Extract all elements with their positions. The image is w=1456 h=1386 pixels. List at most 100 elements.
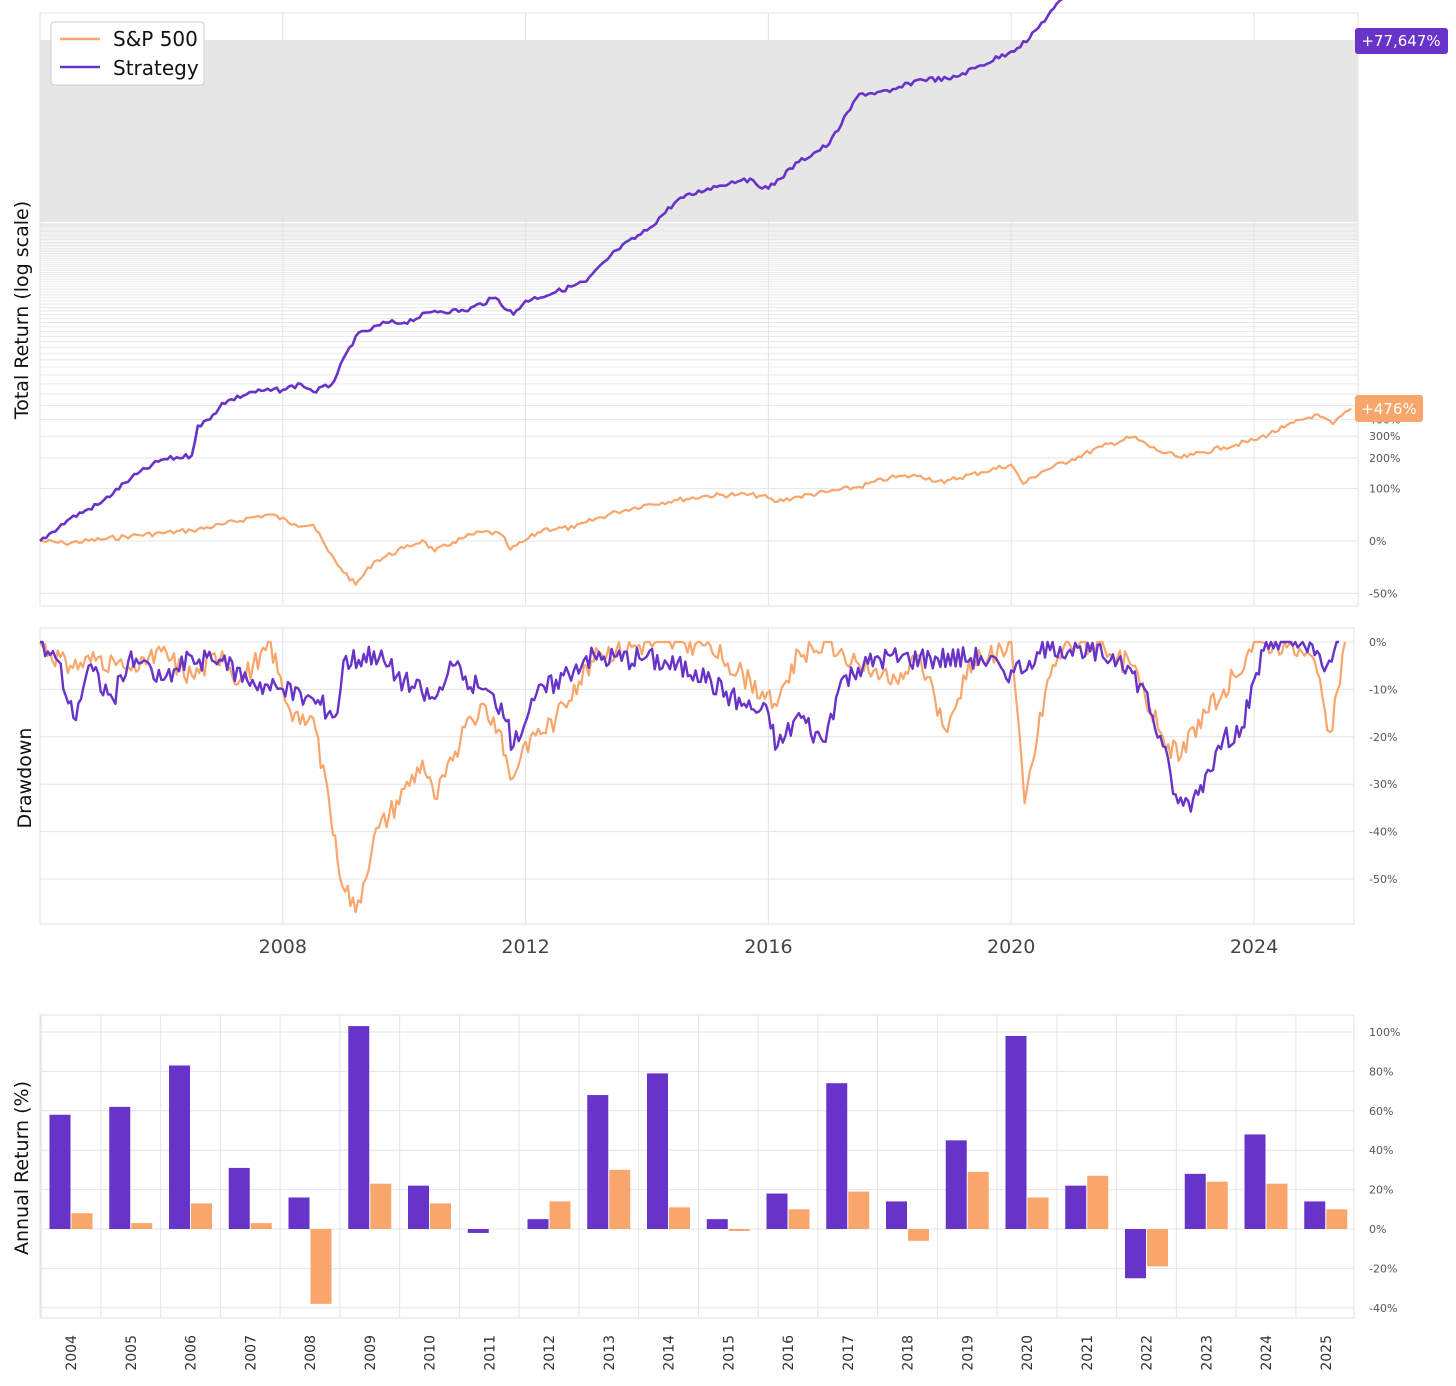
strategy-annual-bar bbox=[826, 1083, 848, 1229]
drawdown-y-tick-label: -30% bbox=[1369, 778, 1397, 791]
annual-return-bars bbox=[49, 1026, 1348, 1304]
sp500-annual-bar bbox=[1087, 1175, 1109, 1229]
total-return-panel: -50%0%100%200%300%400% Total Return (log… bbox=[11, 0, 1448, 607]
year-tick-label: 2005 bbox=[124, 1335, 140, 1371]
total-return-shaded-band bbox=[40, 40, 1358, 222]
x-tick-label: 2024 bbox=[1230, 936, 1278, 958]
drawdown-y-tick-label: -50% bbox=[1369, 873, 1397, 886]
annual-return-y-tick-label: 100% bbox=[1369, 1026, 1400, 1039]
year-tick-label: 2024 bbox=[1259, 1335, 1275, 1371]
annual-return-y-tick-label: 20% bbox=[1369, 1184, 1393, 1197]
total-return-ylabel: Total Return (log scale) bbox=[11, 201, 33, 420]
strategy-annual-bar bbox=[169, 1065, 190, 1229]
drawdown-y-tick-label: 0% bbox=[1369, 636, 1386, 649]
annual-return-ylabel-group: Annual Return (%) bbox=[11, 1081, 33, 1255]
drawdown-grid bbox=[40, 628, 1354, 924]
strategy-annual-bar bbox=[1244, 1134, 1266, 1229]
year-tick-label: 2010 bbox=[423, 1335, 439, 1371]
sp500-end-label-box bbox=[1355, 395, 1423, 422]
annual-return-ylabel: Annual Return (%) bbox=[11, 1081, 33, 1255]
annual-return-y-tick-label: 40% bbox=[1369, 1144, 1393, 1157]
annual-return-y-tick-label: -40% bbox=[1369, 1302, 1397, 1315]
year-tick-label: 2020 bbox=[1020, 1335, 1036, 1371]
year-tick-label: 2014 bbox=[662, 1335, 678, 1371]
total-return-major-grid bbox=[40, 13, 1358, 606]
drawdown-x-ticks: 2008 2012 2016 2020 2024 bbox=[259, 936, 1279, 958]
drawdown-panel: 0%-10%-20%-30%-40%-50% 2008 2012 2016 2020 2… bbox=[14, 627, 1397, 958]
sp500-annual-bar bbox=[250, 1223, 272, 1229]
sp500-annual-bar bbox=[191, 1203, 212, 1229]
total-return-minor-grid bbox=[40, 222, 1358, 407]
drawdown-y-ticks: 0% -10% -20% -30% -40% -50% bbox=[1369, 636, 1397, 886]
strategy-annual-bar bbox=[1304, 1201, 1326, 1229]
annual-return-y-tick-label: 80% bbox=[1369, 1065, 1393, 1078]
strategy-annual-bar bbox=[288, 1197, 310, 1229]
total-return-y-tick-label: 300% bbox=[1369, 430, 1400, 443]
year-tick-label: 2015 bbox=[721, 1335, 737, 1371]
annual-return-y-tick-label: -20% bbox=[1369, 1262, 1397, 1275]
year-tick-label: 2017 bbox=[841, 1335, 857, 1371]
sp500-total-return-line bbox=[39, 407, 1352, 586]
year-tick-label: 2022 bbox=[1140, 1335, 1156, 1371]
legend: S&P 500 Strategy bbox=[50, 21, 205, 86]
year-tick-label: 2025 bbox=[1319, 1335, 1335, 1371]
sp500-annual-bar bbox=[728, 1229, 750, 1231]
drawdown-y-tick-label: -40% bbox=[1369, 826, 1397, 839]
x-tick-label: 2020 bbox=[987, 936, 1035, 958]
sp500-annual-bar bbox=[310, 1229, 332, 1304]
strategy-annual-bar bbox=[1125, 1229, 1146, 1279]
drawdown-ylabel: Drawdown bbox=[14, 728, 36, 829]
strategy-end-label-box bbox=[1355, 28, 1448, 54]
annual-return-y-tick-label: 60% bbox=[1369, 1105, 1393, 1118]
drawdown-ylabel-group: Drawdown bbox=[14, 728, 36, 829]
sp500-annual-bar bbox=[430, 1203, 451, 1229]
x-tick-label: 2008 bbox=[259, 936, 307, 958]
strategy-annual-bar bbox=[886, 1201, 907, 1229]
sp500-annual-bar bbox=[71, 1213, 93, 1229]
year-tick-label: 2009 bbox=[363, 1335, 379, 1371]
year-tick-label: 2013 bbox=[602, 1335, 618, 1371]
strategy-annual-bar bbox=[228, 1167, 250, 1229]
sp500-annual-bar bbox=[370, 1183, 392, 1229]
sp500-annual-bar bbox=[131, 1223, 153, 1229]
strategy-total-return-line bbox=[39, 0, 1064, 542]
strategy-annual-bar bbox=[706, 1219, 728, 1229]
strategy-annual-bar bbox=[587, 1095, 609, 1229]
year-tick-label: 2007 bbox=[243, 1335, 259, 1371]
strategy-annual-bar bbox=[766, 1193, 788, 1229]
total-return-y-tick-label: 200% bbox=[1369, 452, 1400, 465]
strategy-annual-bar bbox=[467, 1229, 489, 1233]
strategy-drawdown-line bbox=[40, 640, 1339, 813]
sp500-annual-bar bbox=[609, 1169, 631, 1229]
total-return-y-tick-label: 0% bbox=[1369, 535, 1386, 548]
strategy-annual-bar bbox=[527, 1219, 549, 1229]
sp500-annual-bar bbox=[848, 1191, 870, 1229]
sp500-annual-bar bbox=[788, 1209, 810, 1229]
strategy-end-label: +77,647% bbox=[1355, 28, 1448, 54]
sp500-annual-bar bbox=[967, 1171, 989, 1229]
annual-return-x-ticks: 2004 2005 2006 2007 2008 2009 2010 2011 2012 2013… bbox=[64, 1335, 1335, 1371]
strategy-annual-bar bbox=[408, 1185, 429, 1229]
year-tick-label: 2006 bbox=[184, 1335, 200, 1371]
strategy-annual-bar bbox=[1005, 1035, 1027, 1229]
strategy-annual-bar bbox=[945, 1140, 967, 1229]
year-tick-label: 2008 bbox=[303, 1335, 319, 1371]
strategy-annual-bar bbox=[348, 1026, 370, 1229]
total-return-y-tick-label: -50% bbox=[1369, 587, 1397, 600]
annual-return-panel: 100%80%60%40%20%0%-20%-40% 2004 2005 2006 2… bbox=[11, 1014, 1400, 1371]
year-tick-label: 2021 bbox=[1080, 1335, 1096, 1371]
sp500-end-label: +476% bbox=[1355, 395, 1423, 422]
year-tick-label: 2023 bbox=[1199, 1335, 1215, 1371]
strategy-annual-bar bbox=[1184, 1173, 1206, 1229]
sp500-end-label-text: +476% bbox=[1361, 400, 1416, 418]
sp500-annual-bar bbox=[1266, 1183, 1288, 1229]
total-return-y-tick-label: 100% bbox=[1369, 483, 1400, 496]
drawdown-y-tick-label: -20% bbox=[1369, 731, 1397, 744]
x-tick-label: 2012 bbox=[501, 936, 549, 958]
sp500-annual-bar bbox=[1027, 1197, 1049, 1229]
year-tick-label: 2012 bbox=[542, 1335, 558, 1371]
annual-return-y-tick-label: 0% bbox=[1369, 1223, 1386, 1236]
total-return-ylabel-group: Total Return (log scale) bbox=[11, 201, 33, 420]
legend-sp500-label: S&P 500 bbox=[113, 27, 198, 51]
